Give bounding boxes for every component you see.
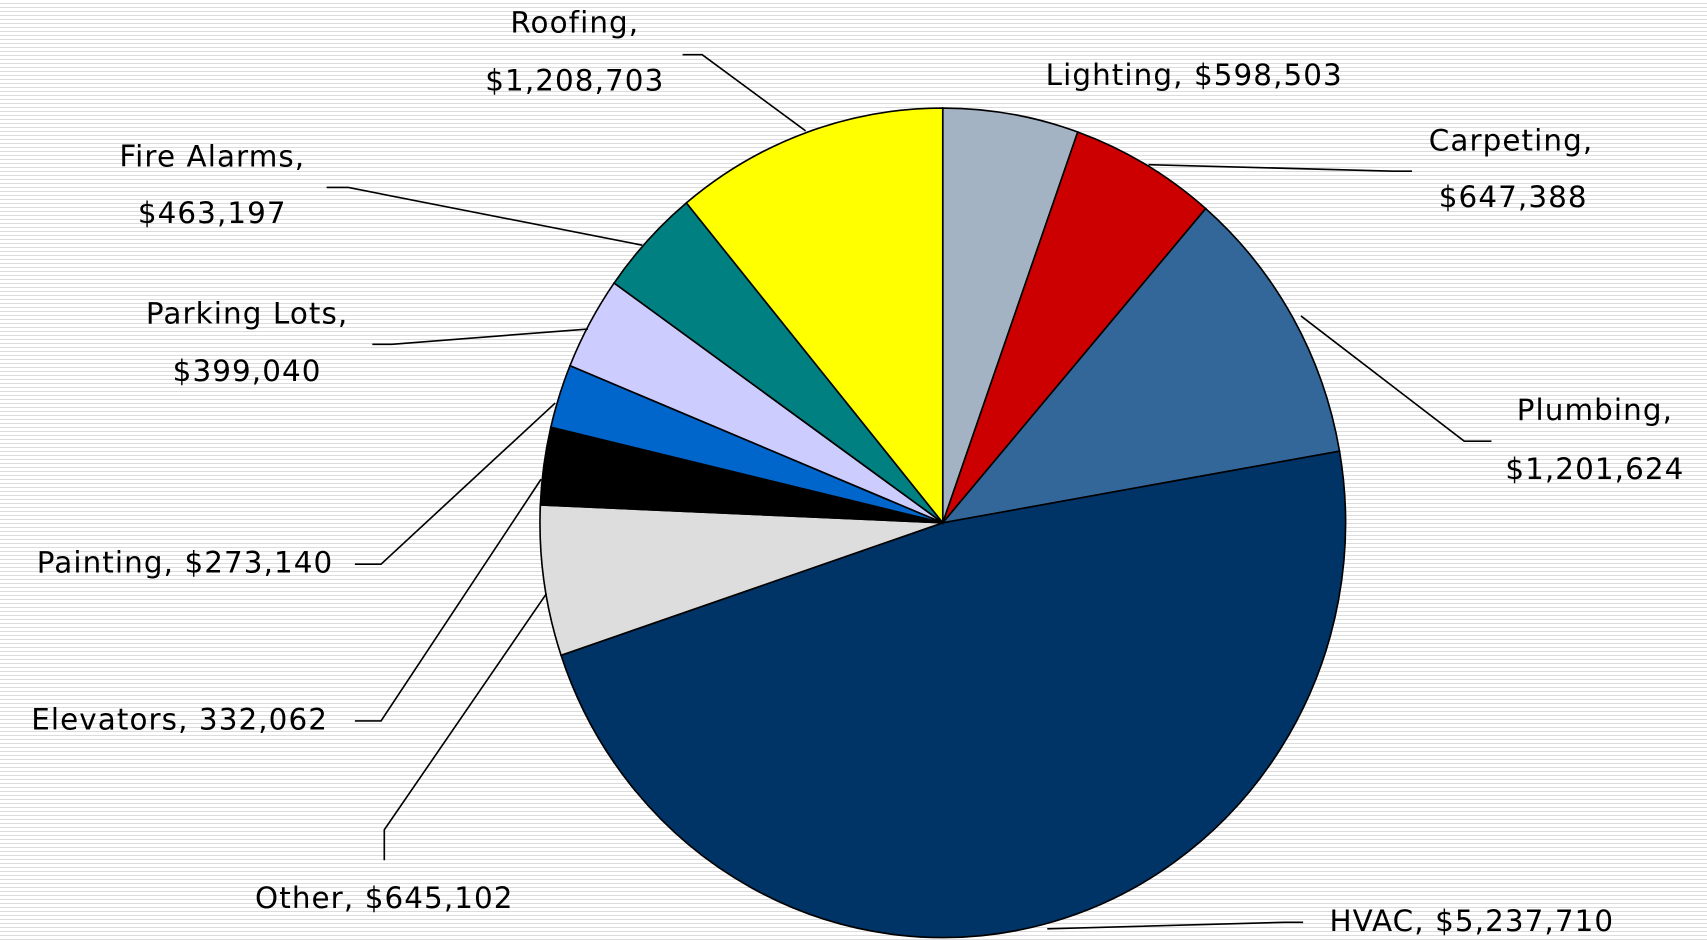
slice-label: Other, $645,102 <box>255 881 514 915</box>
pie-slice <box>941 130 1207 524</box>
slice-label: Roofing, <box>510 6 639 40</box>
slice-label: Parking Lots, <box>146 296 348 330</box>
leader-line <box>1047 921 1304 930</box>
slice-label: Lighting, $598,503 <box>1046 58 1343 92</box>
leader-line <box>372 328 588 346</box>
slice-label: $647,388 <box>1439 180 1588 214</box>
slice-label: Plumbing, <box>1517 393 1673 427</box>
leader-line <box>383 593 548 861</box>
slice-label: $463,197 <box>138 196 287 230</box>
leader-line <box>1300 315 1492 442</box>
leader-line <box>354 478 542 722</box>
slice-label: Fire Alarms, <box>119 140 305 174</box>
slice-label: HVAC, $5,237,710 <box>1330 904 1615 938</box>
slice-label: Painting, $273,140 <box>37 546 334 580</box>
pie-slice <box>685 107 944 526</box>
leader-line <box>1148 163 1412 172</box>
leader-line <box>682 53 807 132</box>
slice-label: $399,040 <box>173 354 322 388</box>
pie-slice <box>560 450 1347 939</box>
pie-slice <box>539 504 944 657</box>
leader-line <box>354 402 556 565</box>
slice-label: Elevators, 332,062 <box>31 702 328 736</box>
pie-slice <box>940 207 1341 525</box>
pie-slice <box>941 107 1079 524</box>
slice-label: $1,201,624 <box>1505 452 1684 486</box>
slice-label: Carpeting, <box>1429 123 1593 157</box>
slice-label: $1,208,703 <box>485 63 664 97</box>
leader-line <box>326 186 643 246</box>
